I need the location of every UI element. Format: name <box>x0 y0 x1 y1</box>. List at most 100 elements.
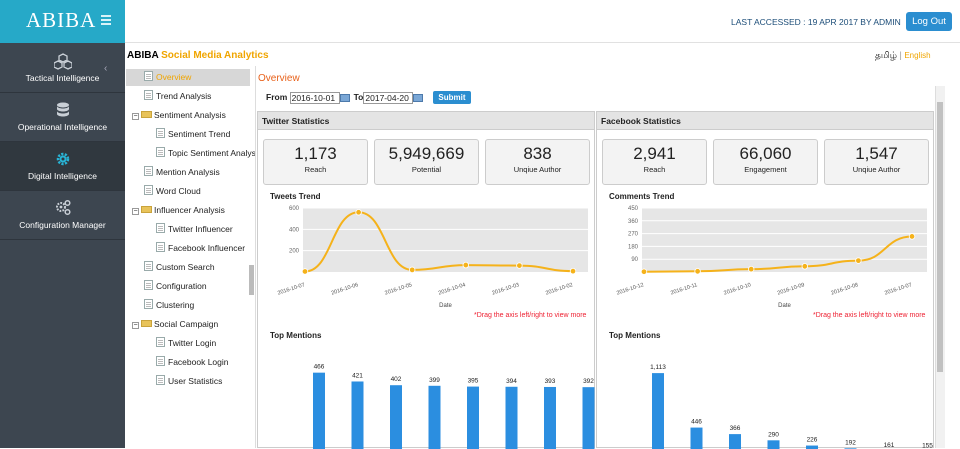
app-logo[interactable]: ABIBA <box>26 8 97 32</box>
collapse-icon[interactable]: − <box>132 208 139 215</box>
tree-item-custom-search[interactable]: Custom Search <box>144 259 215 276</box>
tree-item-label: Social Campaign <box>154 319 219 329</box>
stat-card-unique-author: 838 Unqiue Author <box>485 139 590 185</box>
data-point <box>747 265 755 273</box>
sidebar-item-label: Digital Intelligence <box>28 171 97 181</box>
x-tick-label: 2016-10-04 <box>438 282 467 296</box>
stat-label: Reach <box>304 165 327 174</box>
data-point <box>801 263 808 270</box>
language-english-link[interactable]: English <box>904 51 931 60</box>
sidebar <box>0 0 125 448</box>
stat-card-potential: 5,949,669 Potential <box>374 139 479 185</box>
x-tick-label: 2016-10-07 <box>277 282 306 296</box>
tree-item-mention-analysis[interactable]: Mention Analysis <box>144 164 220 181</box>
tree-item-twitter-login[interactable]: Twitter Login <box>156 335 216 352</box>
document-icon <box>144 261 153 271</box>
collapse-icon[interactable]: − <box>132 113 139 120</box>
drag-axis-note: *Drag the axis left/right to view more <box>474 312 587 319</box>
tree-item-trend-analysis[interactable]: Trend Analysis <box>144 88 211 105</box>
tree-scrollbar[interactable] <box>249 265 254 295</box>
x-axis-label: Date <box>439 303 452 309</box>
tweets-trend-chart[interactable]: 200 400 600 2016-10-07 2016-10-06 2016-10-05 2… <box>258 200 596 310</box>
gears-icon <box>56 199 71 216</box>
tree-item-influencer-analysis[interactable]: − Influencer Analysis <box>132 202 225 219</box>
comments-trend-chart[interactable]: 90 180 270 360 450 2016-10-12 2016-10-11 2016-1… <box>597 200 935 310</box>
tree-item-label: Facebook Login <box>168 357 229 367</box>
bar <box>428 385 441 449</box>
folder-icon <box>141 320 152 327</box>
stat-label: Unqiue Author <box>513 165 562 174</box>
x-axis-label: Date <box>778 303 791 309</box>
logout-button[interactable]: Log Out <box>906 12 952 31</box>
tree-item-label: Twitter Influencer <box>168 224 233 234</box>
top-mentions-chart[interactable]: 466 421 402 399 395 394 393 392 <box>258 344 596 449</box>
calendar-icon[interactable] <box>339 93 350 102</box>
x-tick-label: 2016-10-08 <box>830 282 859 296</box>
calendar-icon[interactable] <box>413 93 424 102</box>
folder-icon <box>141 111 152 118</box>
x-tick-label: 2016-10-11 <box>670 282 698 296</box>
data-point <box>301 268 309 275</box>
stat-card-unique-author: 1,547 Unqiue Author <box>824 139 929 185</box>
tree-item-twitter-influencer[interactable]: Twitter Influencer <box>156 221 233 238</box>
content-scrollbar-thumb[interactable] <box>937 102 943 372</box>
y-tick-label: 400 <box>289 227 300 233</box>
sidebar-item-tactical-intelligence[interactable]: Tactical Intelligence <box>0 44 125 93</box>
page-brand: ABIBA Social Media Analytics <box>127 50 269 61</box>
plot-area <box>303 208 588 272</box>
tree-item-sentiment-trend[interactable]: Sentiment Trend <box>156 126 230 143</box>
sidebar-item-operational-intelligence[interactable]: Operational Intelligence <box>0 93 125 142</box>
submit-button[interactable]: Submit <box>433 91 471 104</box>
comments-trend-title: Comments Trend <box>609 192 675 201</box>
facebook-statistics-panel: Facebook Statistics 2,941 Reach 66,060 E… <box>596 111 935 449</box>
bar <box>505 386 518 449</box>
from-date-input[interactable]: 2016-10-01 <box>289 91 340 104</box>
document-icon <box>144 71 153 81</box>
stat-value: 1,173 <box>294 144 337 163</box>
data-point <box>640 268 648 275</box>
page-title: Overview <box>258 73 300 84</box>
tree-item-configuration[interactable]: Configuration <box>144 278 207 295</box>
to-date-input[interactable]: 2017-04-20 <box>363 91 414 104</box>
tweets-trend-title: Tweets Trend <box>270 192 321 201</box>
sidebar-item-label: Tactical Intelligence <box>25 73 100 83</box>
bar-value-label: 155 <box>922 442 933 449</box>
tree-item-topic-sentiment[interactable]: Topic Sentiment Analysis <box>156 145 255 162</box>
collapse-icon[interactable]: − <box>132 322 139 329</box>
tree-item-label: Trend Analysis <box>156 91 212 101</box>
date-filter: From 2016-10-01 To 2017-04-20 Submit <box>266 91 471 104</box>
bar-value-label: 395 <box>468 378 479 385</box>
tree-item-word-cloud[interactable]: Word Cloud <box>144 183 201 200</box>
bar <box>467 386 479 449</box>
tree-item-clustering[interactable]: Clustering <box>144 297 194 314</box>
bar-value-label: 421 <box>352 372 363 379</box>
tree-item-sentiment-analysis[interactable]: − Sentiment Analysis <box>132 107 226 124</box>
bar <box>351 381 364 449</box>
tree-item-facebook-influencer[interactable]: Facebook Influencer <box>156 240 245 257</box>
navigation-tree: Overview Trend Analysis − Sentiment Analy… <box>126 66 256 448</box>
stat-label: Engagement <box>744 165 787 174</box>
language-switcher: தமிழ் | English <box>875 50 931 62</box>
tree-item-facebook-login[interactable]: Facebook Login <box>156 354 229 371</box>
tree-item-overview[interactable]: Overview <box>126 69 250 86</box>
sidebar-item-digital-intelligence[interactable]: Digital Intelligence <box>0 142 125 191</box>
collapse-sidebar-icon[interactable]: ‹ <box>104 63 108 74</box>
tree-item-user-statistics[interactable]: User Statistics <box>156 373 222 390</box>
bar-value-label: 366 <box>730 425 741 432</box>
data-point <box>569 267 577 275</box>
top-mentions-chart[interactable]: 1,113 446 366 290 226 192 161 155 <box>597 344 935 449</box>
tree-item-social-campaign[interactable]: − Social Campaign <box>132 316 218 333</box>
last-accessed-text: LAST ACCESSED : 19 APR 2017 BY ADMIN <box>731 17 901 27</box>
to-label: To <box>353 91 364 102</box>
language-tamil-link[interactable]: தமிழ் <box>875 50 897 60</box>
x-tick-label: 2016-10-07 <box>884 282 913 296</box>
bar-value-label: 466 <box>314 364 325 371</box>
stat-label: Reach <box>643 165 666 174</box>
tree-item-label: Facebook Influencer <box>168 243 246 253</box>
hamburger-menu-icon[interactable] <box>101 15 111 27</box>
sidebar-item-configuration-manager[interactable]: Configuration Manager <box>0 191 125 240</box>
bar <box>767 440 780 449</box>
top-bar <box>125 0 960 43</box>
stat-label: Unqiue Author <box>852 165 901 174</box>
bar-value-label: 290 <box>768 431 779 438</box>
